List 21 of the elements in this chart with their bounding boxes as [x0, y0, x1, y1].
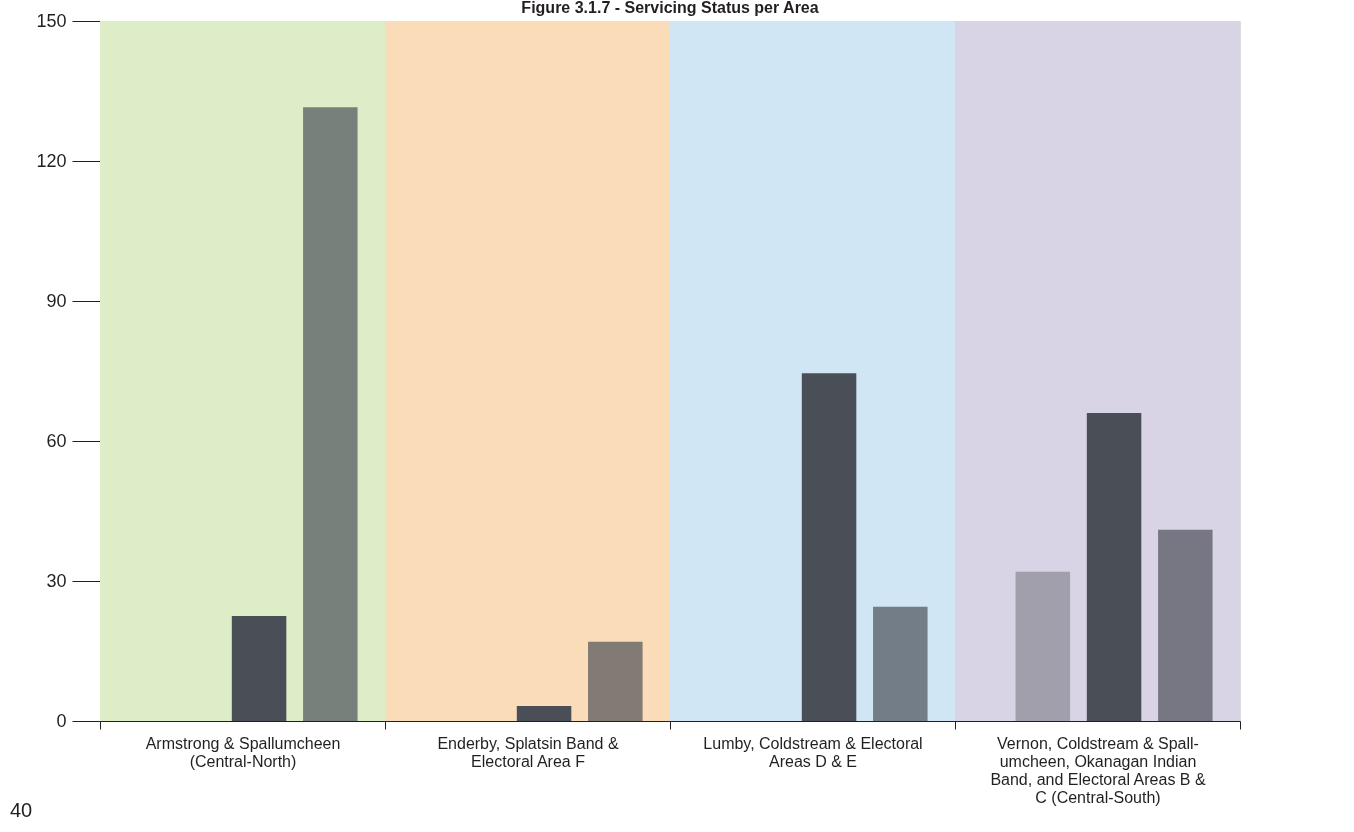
bar [801, 373, 857, 721]
y-tick-label: 150 [36, 10, 67, 31]
bar [873, 606, 928, 721]
x-tick-label: Vernon, Coldstream & Spall- umcheen, Okanagan Indian Band, and Electoral Areas B & C (Central-South) [990, 734, 1206, 806]
bar [1086, 413, 1142, 721]
chart-title: Figure 3.1.7 - Servicing Status per Area [521, 0, 819, 16]
y-tick-label: 90 [46, 290, 67, 311]
x-tick-label: Armstrong & Spallumcheen (Central-North) [145, 734, 341, 770]
x-tick-label: Enderby, Splatsin Band & Electoral Area F [437, 734, 619, 770]
bar [231, 616, 287, 721]
bar [588, 641, 643, 721]
bar [303, 107, 358, 721]
y-tick-label: 0 [56, 710, 67, 731]
bar [1158, 529, 1213, 721]
y-tick-label: 30 [46, 570, 67, 591]
y-tick-label: 60 [46, 430, 67, 451]
y-tick-label: 120 [36, 150, 67, 171]
bar [1015, 571, 1071, 721]
text: 40 [10, 799, 33, 821]
x-tick-label: Lumby, Coldstream & Electoral Areas D & E [703, 734, 923, 770]
bar [516, 706, 572, 721]
